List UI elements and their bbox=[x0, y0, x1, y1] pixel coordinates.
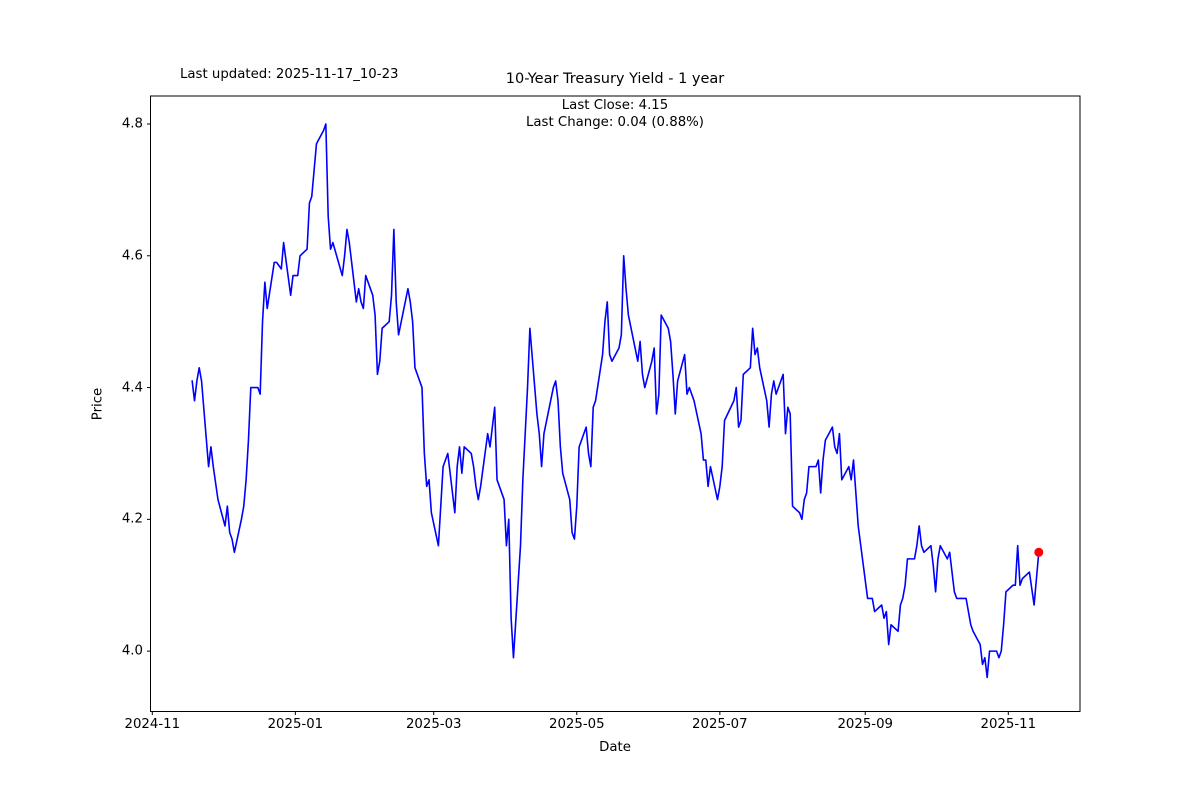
last-updated-text: Last updated: 2025-11-17_10-23 bbox=[180, 67, 399, 82]
x-tick-label: 2025-03 bbox=[405, 717, 462, 732]
x-tick-label: 2025-05 bbox=[548, 717, 605, 732]
x-axis-label: Date bbox=[599, 740, 631, 755]
y-tick-label: 4.0 bbox=[121, 643, 143, 659]
x-tick-label: 2024-11 bbox=[124, 717, 181, 732]
last-change-annotation: Last Change: 0.04 (0.88%) bbox=[526, 115, 704, 130]
axes-frame bbox=[150, 95, 1081, 712]
x-tick-label: 2025-09 bbox=[837, 717, 894, 732]
x-tick-label: 2025-11 bbox=[980, 717, 1037, 732]
y-tick-label: 4.8 bbox=[121, 116, 143, 132]
y-tick-label: 4.6 bbox=[121, 248, 143, 264]
y-tick-label: 4.2 bbox=[121, 511, 143, 527]
price-line bbox=[191, 123, 1040, 679]
last-close-annotation: Last Close: 4.15 bbox=[561, 98, 669, 113]
x-tick-label: 2025-01 bbox=[267, 717, 324, 732]
x-tick-label: 2025-07 bbox=[692, 717, 748, 732]
last-close-marker bbox=[1034, 547, 1044, 557]
y-tick-label: 4.4 bbox=[121, 380, 143, 396]
chart-title: 10-Year Treasury Yield - 1 year bbox=[505, 71, 725, 87]
